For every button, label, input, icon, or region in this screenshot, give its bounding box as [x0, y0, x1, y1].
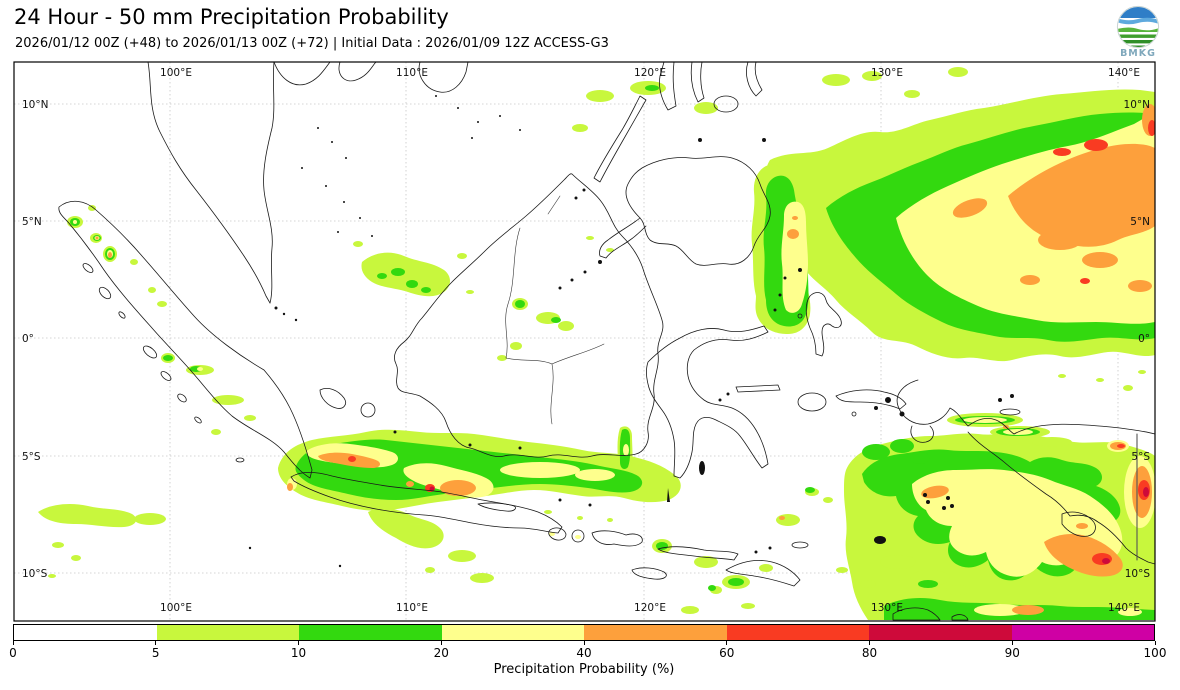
precip-80-90-layer	[429, 486, 1149, 564]
colorbar-tick-label: 90	[1004, 646, 1020, 660]
colorbar-tick-mark	[298, 641, 299, 645]
page-title: 24 Hour - 50 mm Precipitation Probabilit…	[14, 5, 449, 29]
colorbar-tick-mark	[1154, 641, 1156, 645]
colorbar-tick-labels: 0 5 10 20 40 60 80 90 100	[9, 646, 1166, 660]
map-border	[13, 61, 1156, 622]
lat-label: 5°S	[22, 451, 41, 463]
lon-label: 130°E	[871, 602, 903, 614]
lat-label: 10°S	[22, 568, 48, 580]
colorbar-segment	[441, 625, 584, 640]
lon-label: 140°E	[1108, 67, 1140, 79]
bmkg-logo-icon: BMKG	[1116, 5, 1160, 59]
colorbar-tick-label: 0	[9, 646, 17, 660]
colorbar-tick-label: 100	[1143, 646, 1167, 660]
colorbar-segment	[156, 625, 299, 640]
axis-label-layer: 100°E 100°E 110°E 110°E 120°E 120°E 130°E 130°E…	[22, 67, 1150, 614]
lat-label: 10°N	[1124, 99, 1150, 111]
lon-label: 100°E	[160, 602, 192, 614]
colorbar-title: Precipitation Probability (%)	[493, 662, 675, 677]
colorbar-tick-mark	[155, 641, 157, 645]
coastline-layer	[58, 62, 1155, 621]
bmkg-logo-caption: BMKG	[1120, 48, 1156, 59]
lat-label: 5°N	[1130, 216, 1150, 228]
lat-label: 0°	[1138, 333, 1150, 345]
colorbar-tick-label: 5	[151, 646, 160, 660]
colorbar	[13, 624, 1155, 641]
colorbar-tick-mark	[12, 641, 14, 645]
lon-label: 110°E	[396, 602, 428, 614]
lon-label: 100°E	[160, 67, 192, 79]
colorbar-tick-label: 10	[290, 646, 307, 660]
page-subtitle: 2026/01/12 00Z (+48) to 2026/01/13 00Z (…	[15, 36, 609, 51]
precip-40-60-layer	[95, 104, 1155, 615]
lat-label: 5°S	[1131, 451, 1150, 463]
lon-label: 120°E	[634, 67, 666, 79]
colorbar-tick-label: 80	[861, 646, 878, 660]
lon-label: 120°E	[634, 602, 666, 614]
colorbar-tick-mark	[583, 641, 585, 645]
colorbar-segment	[1011, 625, 1154, 640]
colorbar-segment	[869, 625, 1012, 640]
colorbar-segment	[299, 625, 442, 640]
colorbar-segment	[14, 625, 157, 640]
island-speck-layer	[248, 95, 1014, 568]
lat-label: 10°S	[1125, 568, 1151, 580]
colorbar-tick-mark	[869, 641, 870, 645]
colorbar-tick-mark	[440, 641, 442, 645]
lat-label: 10°N	[22, 99, 48, 111]
colorbar-segment	[584, 625, 727, 640]
precip-fill-layer	[38, 67, 1155, 620]
lon-label: 140°E	[1108, 602, 1140, 614]
colorbar-tick-label: 40	[576, 646, 592, 660]
colorbar-tick-label: 60	[719, 646, 735, 660]
lon-label: 130°E	[871, 67, 903, 79]
precip-20-40-layer	[73, 112, 1155, 616]
lon-label: 110°E	[396, 67, 428, 79]
colorbar-tick-label: 20	[433, 646, 449, 660]
colorbar-segment	[726, 625, 869, 640]
lat-label: 5°N	[22, 216, 42, 228]
lat-label: 0°	[22, 333, 34, 345]
colorbar-tick-mark	[1011, 641, 1013, 645]
colorbar-ticks	[12, 641, 1156, 646]
colorbar-tick-mark	[726, 641, 728, 645]
